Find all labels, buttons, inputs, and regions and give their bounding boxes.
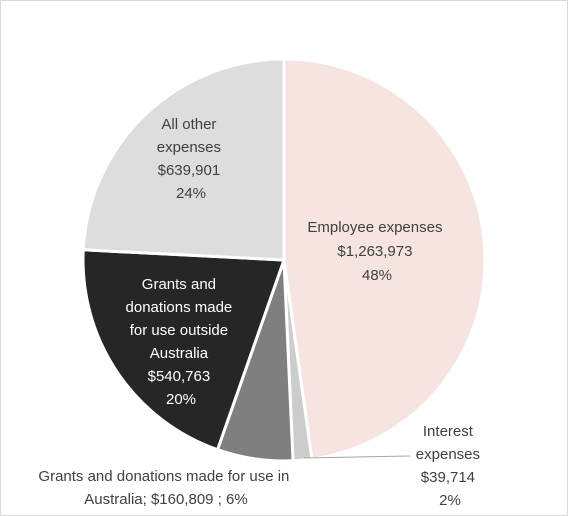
- label-grants-in-australia: Grants and donations made for use in Aus…: [38, 468, 293, 508]
- interest-leader-line: [303, 455, 411, 459]
- label-employee-expenses: Employee expenses $1,263,973 48%: [307, 219, 446, 284]
- pie-slice-3: [81, 248, 286, 452]
- label-interest-expenses: Interest expenses $39,714 2%: [416, 423, 484, 509]
- pie-slice-4: [81, 57, 286, 262]
- pie-slices: [81, 57, 487, 463]
- pie-slice-0: [282, 57, 487, 461]
- label-all-other-expenses: All other expenses $639,901 24%: [157, 116, 225, 202]
- label-grants-outside-australia: Grants and donations made for use outsid…: [126, 276, 237, 408]
